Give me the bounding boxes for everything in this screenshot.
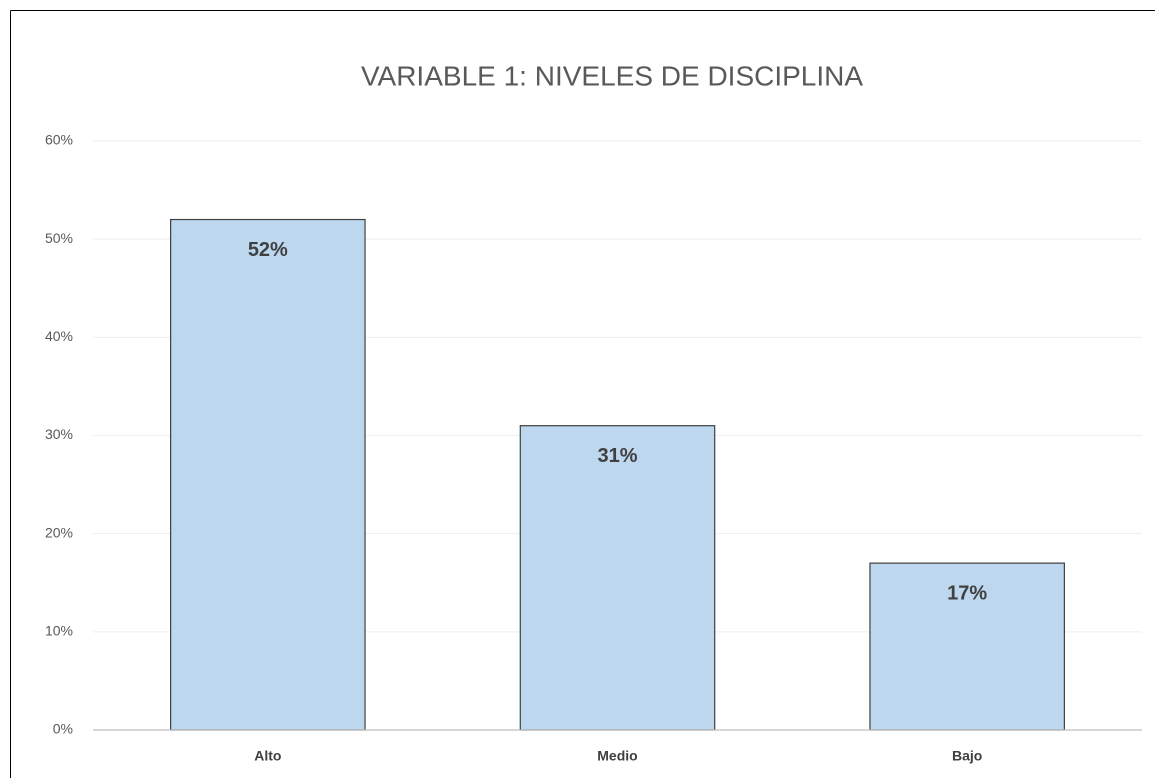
y-tick-label: 60%	[45, 132, 73, 148]
x-tick-label: Bajo	[952, 748, 982, 764]
y-tick-label: 20%	[45, 524, 73, 540]
chart-title: VARIABLE 1: NIVELES DE DISCIPLINA	[361, 60, 863, 91]
y-tick-label: 10%	[45, 623, 73, 639]
y-tick-label: 40%	[45, 328, 73, 344]
y-tick-label: 50%	[45, 230, 73, 246]
bar	[869, 562, 1065, 731]
y-tick-label: 30%	[45, 426, 73, 442]
x-tick-label: Medio	[597, 748, 637, 764]
data-label: 17%	[947, 582, 987, 604]
data-label: 52%	[248, 239, 288, 261]
bar	[519, 425, 716, 731]
y-tick-label: 0%	[53, 721, 73, 737]
x-tick-label: Alto	[254, 748, 281, 764]
bar	[170, 218, 366, 731]
data-label: 31%	[597, 445, 637, 467]
